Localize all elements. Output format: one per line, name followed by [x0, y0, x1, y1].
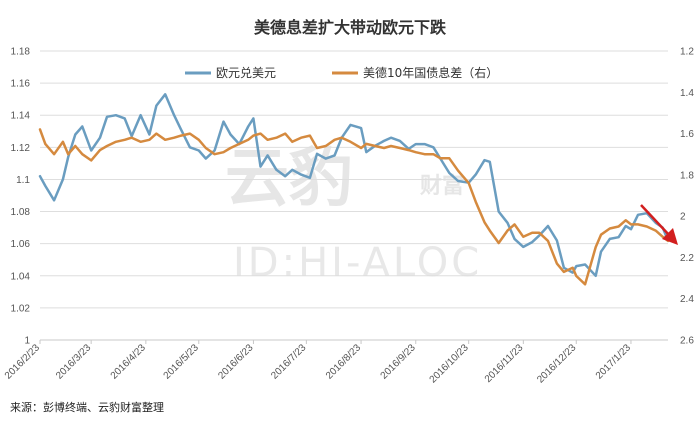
x-axis: 2016/2/23 2016/3/23 2016/4/23 2016/5/23 2016… [3, 339, 668, 386]
x-tick-label: 2016/8/23 [324, 342, 364, 382]
y-right-tick-label: 2.2 [680, 253, 694, 264]
arrow-shaft [640, 204, 671, 237]
series-line-1 [38, 128, 670, 286]
legend-label-1: 美德10年国债息差（右） [363, 65, 498, 80]
y-right-tick-label: 2.4 [680, 294, 694, 305]
x-tick-label: 2016/11/23 [483, 342, 526, 385]
y-left-tick-label: 1 [24, 336, 30, 347]
y-left-tick-label: 1.18 [11, 47, 31, 58]
arrow-annotation [640, 204, 678, 245]
source-note: 来源：彭博终端、云豹财富整理 [10, 401, 164, 414]
y-right-tick-label: 2.6 [680, 336, 694, 347]
series-line-0 [38, 93, 670, 278]
y-left-tick-label: 1.06 [11, 239, 31, 250]
x-tick-label: 2016/10/23 [428, 342, 471, 385]
y-right-tick-label: 1.6 [680, 129, 694, 140]
y-axis-right: 1.2 1.4 1.6 1.8 2 2.2 2.4 2.6 [680, 47, 694, 347]
x-tick-label: 2017/1/23 [594, 342, 634, 382]
x-tick-label: 2016/3/23 [54, 342, 94, 382]
x-tick-label: 2016/7/23 [269, 342, 309, 382]
chart-title: 美德息差扩大带动欧元下跌 [254, 18, 447, 37]
y-left-tick-label: 1.08 [11, 207, 31, 218]
y-left-tick-label: 1.02 [11, 303, 31, 314]
y-left-tick-label: 1.16 [11, 79, 31, 90]
y-left-tick-label: 1.04 [11, 271, 31, 282]
legend-label-0: 欧元兑美元 [216, 66, 276, 80]
x-tick-label: 2016/12/23 [535, 342, 578, 385]
y-right-tick-label: 1.2 [680, 47, 694, 58]
y-right-tick-label: 2 [680, 212, 686, 223]
x-tick-label: 2016/2/23 [3, 342, 43, 382]
legend: 欧元兑美元 美德10年国债息差（右） [185, 65, 498, 80]
y-left-tick-label: 1.1 [16, 175, 30, 186]
watermark-logo-sub: 财富 [420, 173, 464, 199]
gridlines [40, 50, 668, 341]
y-right-tick-label: 1.8 [680, 170, 694, 181]
y-left-tick-label: 1.14 [11, 111, 31, 122]
series-group [38, 93, 670, 286]
x-tick-label: 2016/5/23 [162, 342, 202, 382]
x-tick-label: 2016/4/23 [109, 342, 149, 382]
y-axis-left: 1 1.02 1.04 1.06 1.08 1.1 1.12 1.14 1.16 1.18 [11, 47, 31, 347]
arrow-head [662, 228, 678, 245]
x-tick-label: 2016/6/23 [216, 342, 256, 382]
x-tick-label: 2016/9/23 [379, 342, 419, 382]
watermark-id-text: ID:HI-ALOC [233, 240, 482, 286]
y-right-tick-label: 1.4 [680, 88, 694, 99]
y-left-tick-label: 1.12 [11, 143, 31, 154]
